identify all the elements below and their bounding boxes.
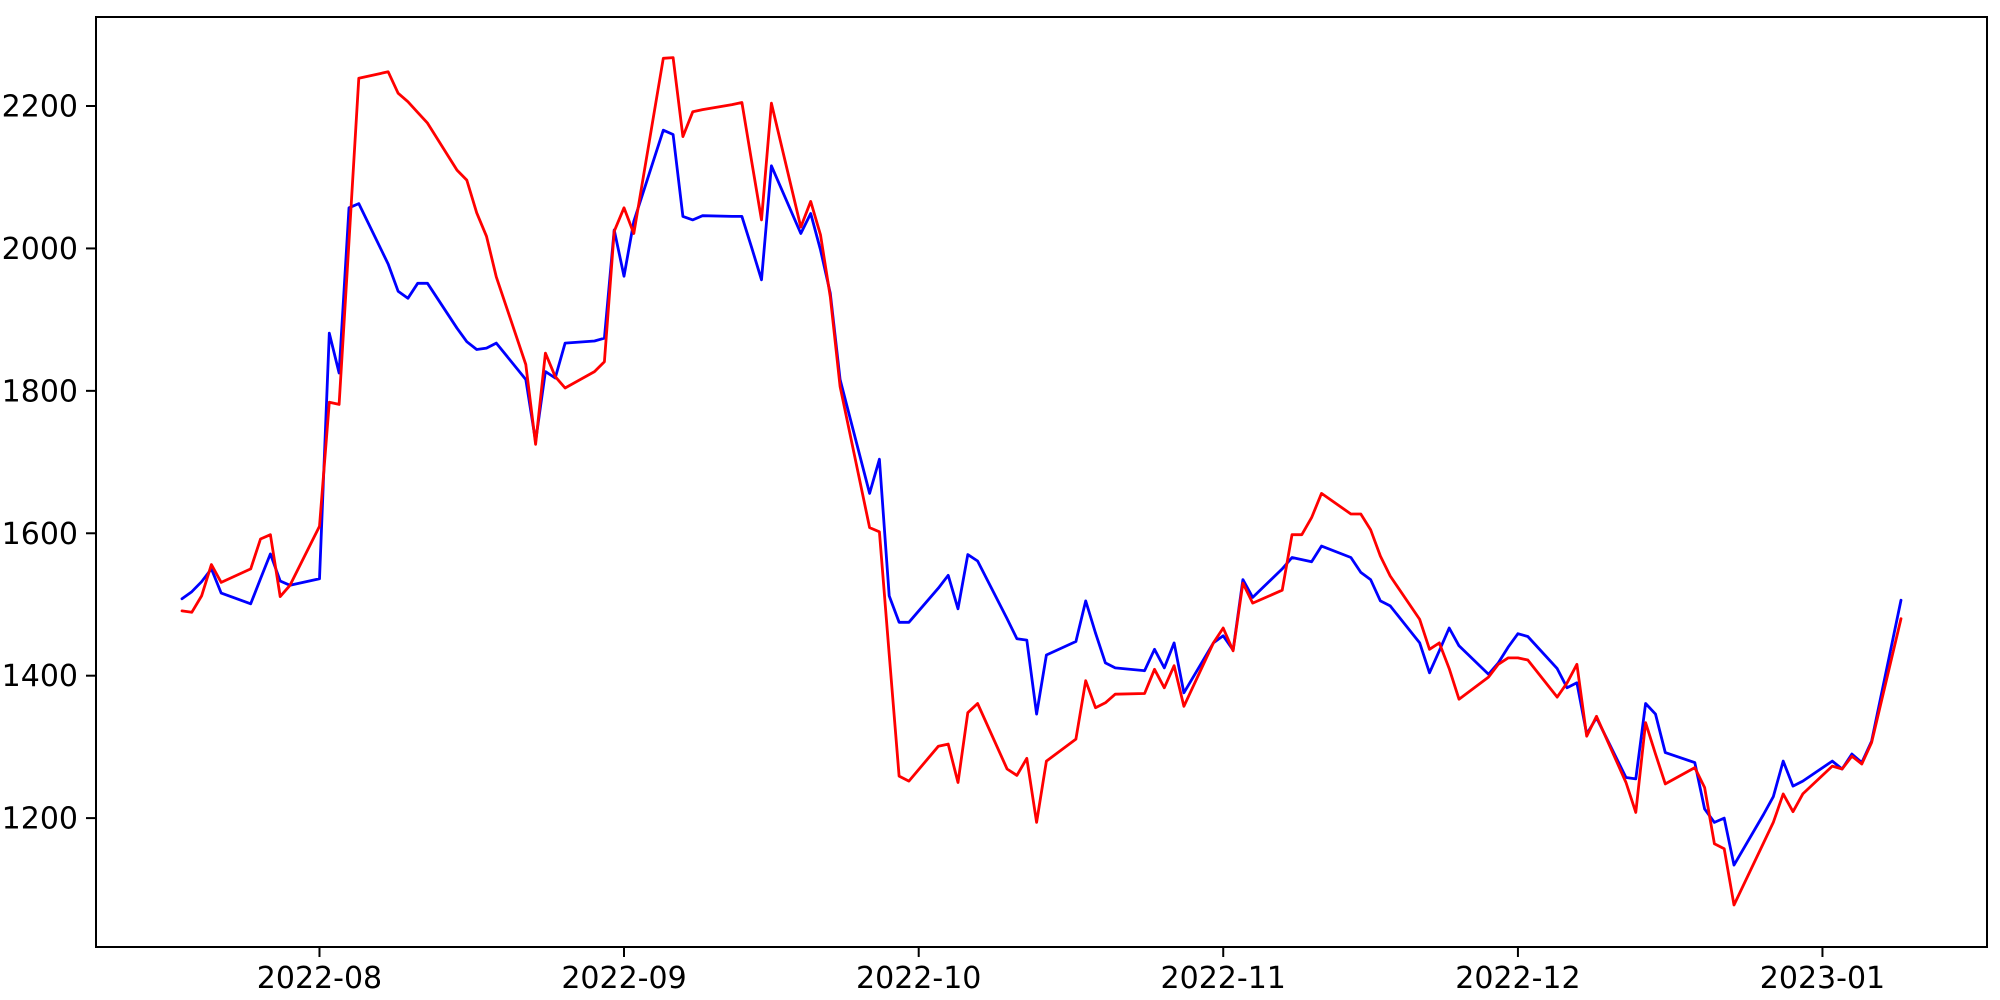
x-tick-label: 2022-11 — [1161, 961, 1286, 996]
y-tick-label: 1600 — [2, 517, 78, 552]
y-tick-label: 1200 — [2, 802, 78, 837]
x-tick-label: 2022-12 — [1455, 961, 1580, 996]
x-tick-label: 2022-10 — [856, 961, 981, 996]
x-tick-label: 2023-01 — [1760, 961, 1885, 996]
y-tick-label: 2000 — [2, 232, 78, 267]
x-axis: 2022-08 2022-09 2022-10 2022-11 2022-12 2023-… — [257, 947, 1885, 996]
series-red-line — [180, 56, 1903, 907]
y-tick-label: 1800 — [2, 374, 78, 409]
y-tick-label: 1400 — [2, 659, 78, 694]
y-axis: 1200 1400 1600 1800 2000 2200 — [2, 90, 96, 837]
y-tick-label: 2200 — [2, 90, 78, 125]
x-tick-label: 2022-09 — [561, 961, 686, 996]
x-tick-label: 2022-08 — [257, 961, 382, 996]
